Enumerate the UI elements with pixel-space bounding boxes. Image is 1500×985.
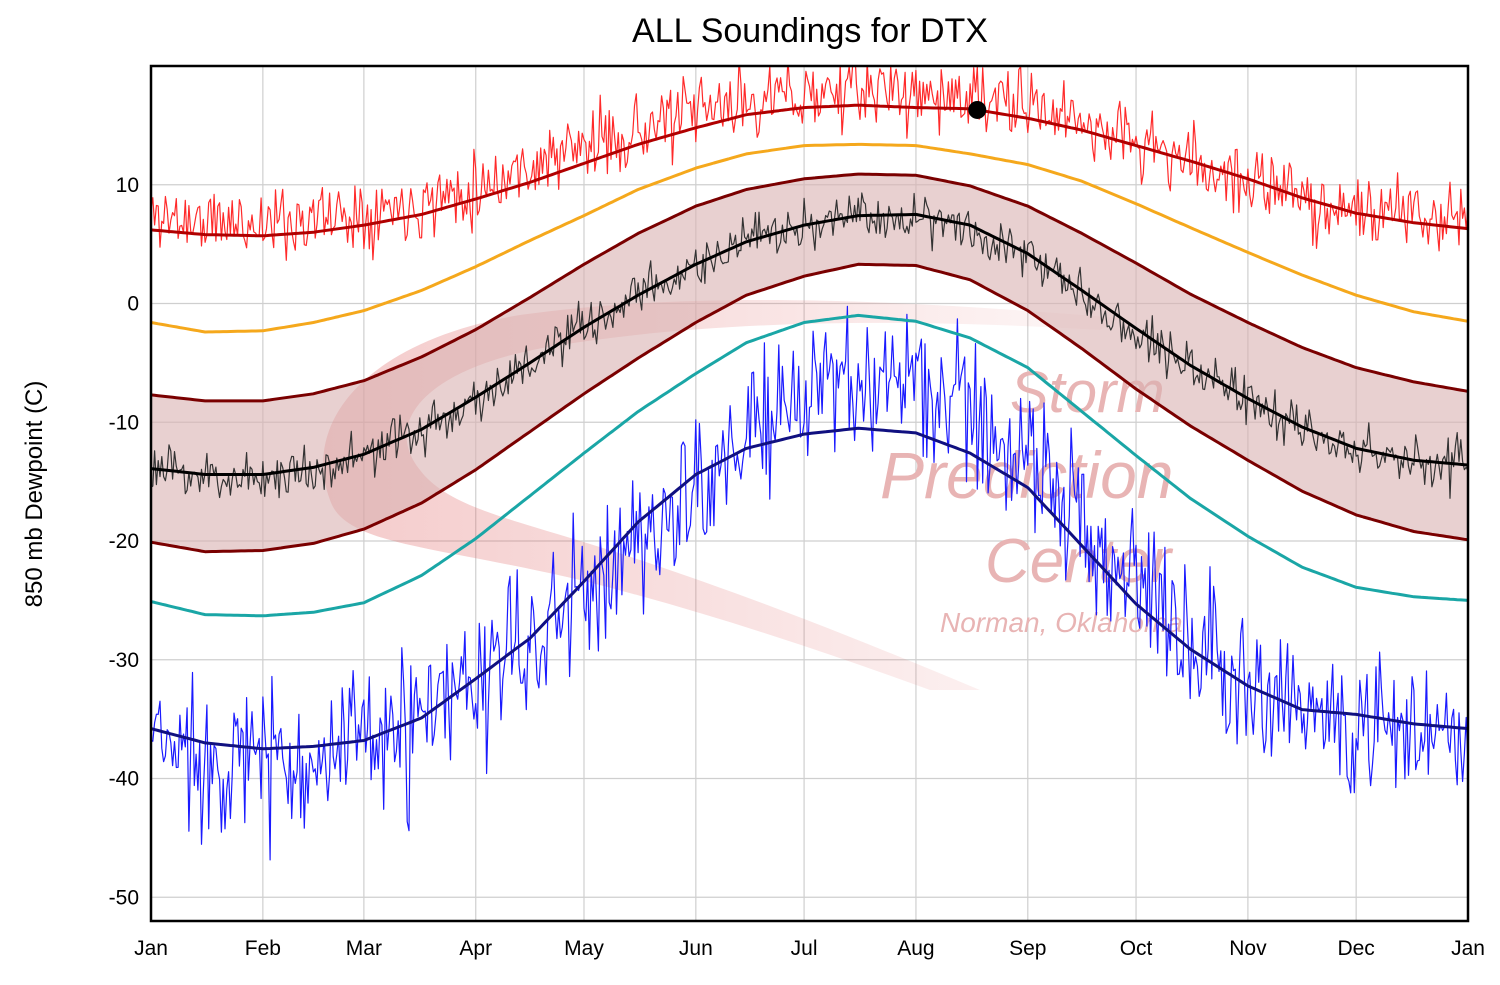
current-day-marker bbox=[968, 100, 987, 119]
y-tick-label: -40 bbox=[109, 768, 139, 791]
x-tick-label: Mar bbox=[346, 937, 382, 960]
chart-title: ALL Soundings for DTX bbox=[632, 12, 988, 50]
x-tick-label: Dec bbox=[1337, 937, 1374, 960]
std-dev-band bbox=[151, 174, 1468, 552]
x-axis-ticks: Jan Feb Mar Apr May Jun Jul Aug Sep Oct Nov Dec Jan bbox=[134, 937, 1485, 960]
series-1-standard-deviation bbox=[151, 262, 1468, 554]
x-tick-label: May bbox=[564, 937, 604, 960]
watermark-location: Norman, Oklahoma bbox=[940, 607, 1183, 638]
y-tick-label: -50 bbox=[109, 886, 139, 909]
y-tick-label: 0 bbox=[127, 293, 139, 316]
spc-logo-swoosh bbox=[323, 300, 1121, 690]
y-tick-label: -20 bbox=[109, 530, 139, 553]
y-tick-label: -30 bbox=[109, 649, 139, 672]
x-tick-label: Feb bbox=[245, 937, 281, 960]
y-axis-ticks: 10 0 -10 -20 -30 -40 -50 bbox=[109, 174, 139, 910]
x-tick-label: Apr bbox=[459, 937, 492, 960]
y-tick-label: 10 bbox=[116, 174, 139, 197]
series-daily-minimum bbox=[151, 305, 1468, 861]
x-tick-label: Jul bbox=[791, 937, 818, 960]
x-tick-label: Jan bbox=[1451, 937, 1485, 960]
plot-frame bbox=[149, 64, 1470, 923]
plot-series bbox=[151, 66, 1468, 861]
series-10th-percentile bbox=[151, 313, 1468, 618]
series-record-maximum-smoothed bbox=[151, 103, 1468, 238]
series-daily-mean bbox=[151, 192, 1468, 499]
spc-watermark: Storm Prediction Center Norman, Oklahoma bbox=[323, 300, 1183, 690]
y-tick-label: -10 bbox=[109, 411, 139, 434]
series-90th-percentile bbox=[151, 142, 1468, 334]
series-record-minimum-smoothed bbox=[151, 426, 1468, 751]
x-tick-label: Oct bbox=[1120, 937, 1153, 960]
x-tick-label: Aug bbox=[897, 937, 934, 960]
y-axis-label: 850 mb Dewpoint (C) bbox=[21, 381, 48, 608]
x-tick-label: Nov bbox=[1229, 937, 1267, 960]
series-average bbox=[151, 212, 1468, 476]
x-tick-label: Jun bbox=[679, 937, 713, 960]
x-tick-label: Jan bbox=[134, 937, 168, 960]
x-tick-label: Sep bbox=[1009, 937, 1046, 960]
series-1-standard-deviation bbox=[151, 172, 1468, 403]
